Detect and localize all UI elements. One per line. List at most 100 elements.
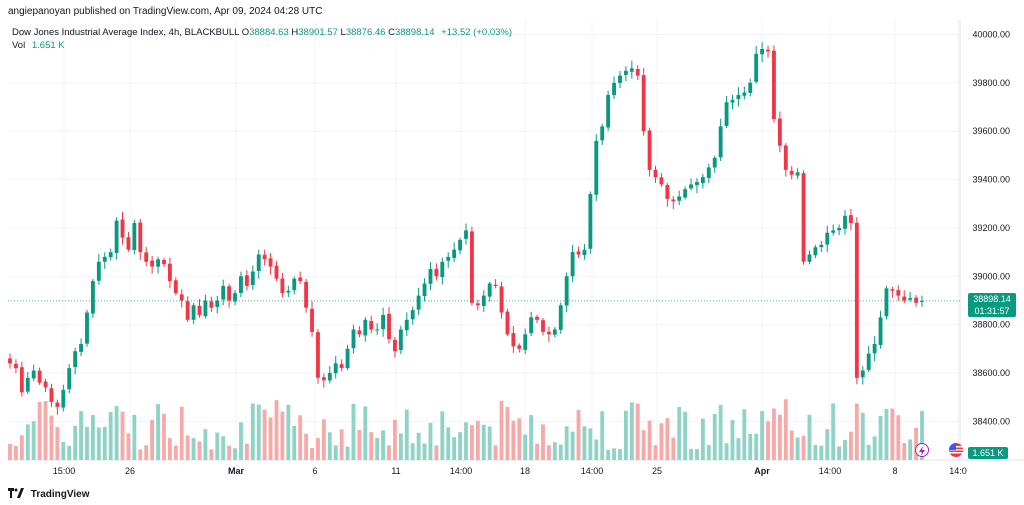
candle-body [665,185,670,199]
x-tick-label: 25 [652,466,662,476]
candle-body [689,184,693,189]
volume-bar [896,415,901,460]
candle-body [79,343,83,352]
volume-bar [493,445,498,460]
candle-body [239,276,243,293]
chart-area[interactable]: 38400.00 38600.00 38800.00 39000.00 39200.00… [0,20,1024,482]
candle-body [185,301,190,320]
candle-body [742,92,747,96]
lightning-icon[interactable] [915,443,929,457]
volume-bar [552,442,557,460]
candle-body [422,283,427,297]
volume-bar [144,445,149,460]
candle-body [736,94,741,100]
candle-body [594,140,599,195]
candle-body [233,293,237,302]
last-price-value: 38898.14 [973,294,1011,304]
candlestick-chart[interactable]: 38400.00 38600.00 38800.00 39000.00 39200.00… [0,20,1024,482]
volume-bar [487,426,492,460]
candle-body [167,263,172,282]
volume-value: 1.651 K [31,40,65,51]
candle-body [831,230,836,233]
brand-name: TradingView [30,489,90,501]
volume-bar [274,400,279,460]
volume-bar [203,429,208,460]
high-value: 38901.57 [298,27,338,38]
volume-bar [387,445,391,460]
volume-bar [316,437,320,460]
volume-bar [754,433,759,460]
volume-bar [659,423,664,460]
volume-bar [623,410,628,460]
volume-bar [860,412,865,460]
candle-body [517,345,522,349]
candle-body [327,372,332,381]
change-value: +13.52 (+0.03%) [441,27,512,38]
volume-bar [150,419,155,460]
volume-bar [156,404,160,460]
candle-body [90,281,95,314]
volume-bar [908,439,913,460]
publish-info: angiepanoyan published on TradingView.co… [8,6,323,17]
volume-bar [505,406,510,460]
volume-tag: 1.651 K [968,447,1008,459]
candle-body [43,381,48,388]
volume-bar [262,409,267,460]
candle-body [387,313,391,340]
y-tick-label: 38600.00 [972,368,1010,378]
candle-body [310,308,314,332]
volume-bar [215,432,220,460]
candle-body [96,261,101,281]
volume-bar [162,413,166,460]
symbol-legend: Dow Jones Industrial Average Index, 4h, … [12,26,512,40]
candle-body [807,254,812,262]
candle-body [629,68,634,72]
volume-bar [345,446,350,460]
candle-body [677,196,682,201]
candle-body [813,247,818,256]
volume-bar [458,432,463,460]
candle-body [144,252,149,262]
volume-bar [629,402,634,460]
candle-body [849,215,853,224]
volume-bar [706,445,711,460]
candle-body [256,254,261,271]
candle-body [535,316,539,320]
volume-bar [813,444,818,460]
volume-bar [718,404,723,460]
candle-body [221,285,226,300]
candle-body [695,181,699,186]
volume-bar [126,433,131,460]
volume-bar [8,443,12,460]
volume-bar [398,433,403,460]
candle-body [120,219,125,238]
x-tick-label: 6 [312,466,317,476]
x-tick-label: 14:00 [450,466,473,476]
volume-bar [890,408,895,460]
candle-body [85,312,89,344]
volume-bar [96,427,101,460]
candle-body [718,126,723,158]
candle-body [49,388,54,402]
us-flag-icon[interactable] [949,443,963,457]
candle-body [381,314,386,330]
candle-body [872,343,877,354]
candle-body [173,280,178,294]
volume-bar [464,422,468,460]
x-tick-label: 8 [892,466,897,476]
candle-body [357,330,362,335]
candle-body [505,311,510,335]
candle-body [920,300,924,302]
candle-body [274,265,279,279]
volume-bar [878,415,883,460]
candle-body [37,370,42,383]
candle-body [541,320,545,332]
candle-body [730,99,735,103]
candle-body [772,50,776,120]
candle-body [351,329,356,349]
volume-bar [90,415,95,460]
candle-body [108,252,113,258]
candle-body [475,303,480,306]
volume-bar [511,420,516,460]
header-bar: angiepanoyan published on TradingView.co… [0,0,1024,20]
